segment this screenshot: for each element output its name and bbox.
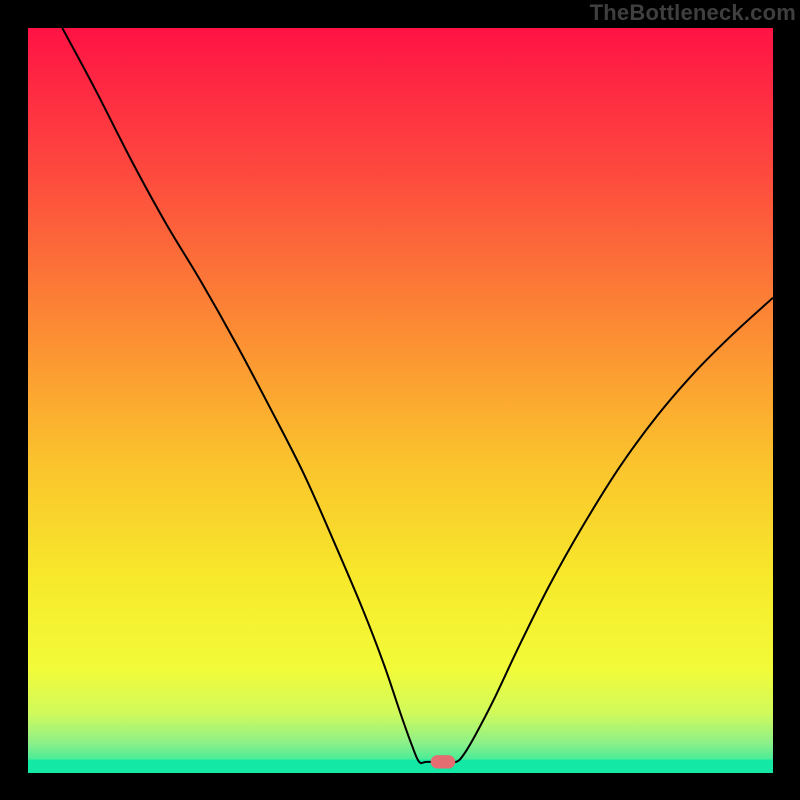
source-watermark: TheBottleneck.com xyxy=(590,0,796,26)
heatmap-gradient-background xyxy=(28,28,773,773)
bottleneck-chart xyxy=(0,0,800,800)
optimal-zone-band xyxy=(28,760,773,773)
current-config-marker xyxy=(431,755,456,768)
